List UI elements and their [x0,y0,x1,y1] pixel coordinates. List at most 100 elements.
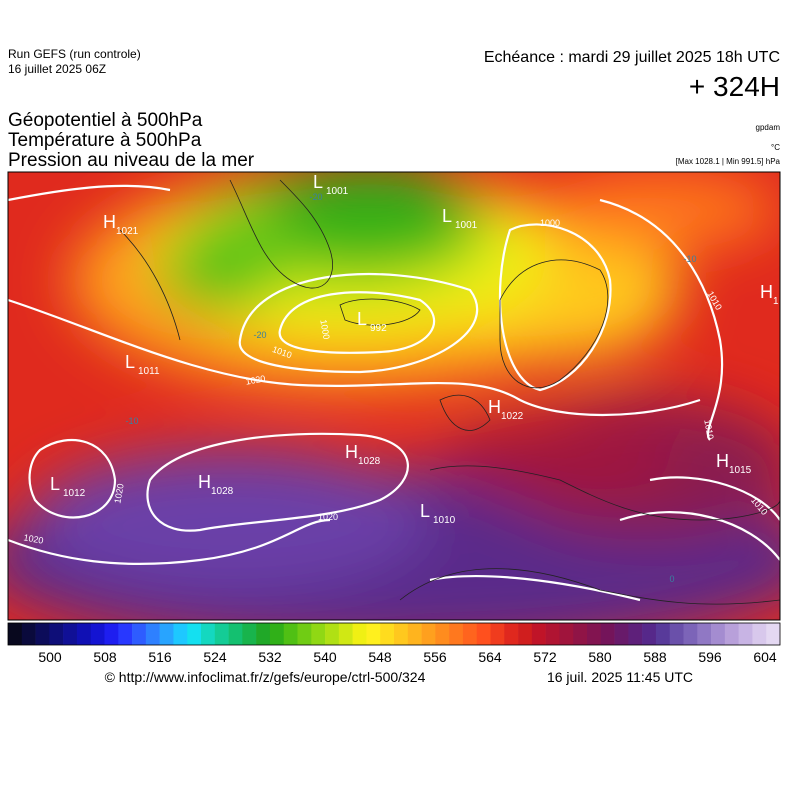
pressure-center-value: 1022 [501,411,524,422]
pressure-center-value: 1015 [729,465,752,476]
colorbar-tick-label: 540 [313,649,337,665]
colorbar-swatch [132,623,147,645]
colorbar-tick-label: 572 [533,649,557,665]
colorbar-swatch [8,623,23,645]
colorbar-swatch [531,623,546,645]
pressure-center-type: H [103,212,116,232]
pressure-center-type: H [198,472,211,492]
pressure-center-type: L [442,206,452,226]
colorbar-swatch [269,623,285,645]
isobar-label: 1020 [112,483,125,504]
layer-title: Pression au niveau de la mer [8,150,255,171]
colorbar-swatch [201,623,216,645]
colorbar-swatch [669,623,684,645]
colorbar-swatch [449,623,464,645]
layer-title: Géopotentiel à 500hPa [8,110,203,131]
run-label: Run GEFS (run controle) [8,47,141,61]
colorbar-swatch [173,623,188,645]
colorbar-swatch [421,623,436,645]
pressure-center-type: L [420,501,430,521]
colorbar-swatch [352,623,367,645]
pressure-center-value: 1021 [116,226,139,237]
colorbar-tick-label: 516 [148,649,172,665]
colorbar-swatch [655,623,671,645]
colorbar-frame [7,622,781,646]
temperature-label: -20 [309,192,322,202]
colorbar-swatch [145,623,160,645]
colorbar-tick-label: 596 [698,649,722,665]
colorbar-swatch [159,623,174,645]
pressure-center-value: 1010 [433,515,456,526]
pressure-center-value: 1 [773,296,779,307]
coastlines [119,179,780,605]
isobar-label: 1020 [23,532,44,545]
pressure-center-value: 1001 [455,220,478,231]
colorbar-swatch [587,623,602,645]
colorbar-tick-label: 524 [203,649,227,665]
colorbar-swatch [76,623,92,645]
colorbar-swatch [628,623,643,645]
source-url: © http://www.infoclimat.fr/z/gefs/europe… [105,669,426,685]
pressure-center-type: L [125,352,135,372]
isobar-label: 1010 [702,419,715,440]
temperature-label: -10 [683,254,696,264]
colorbar-tick-label: 548 [368,649,392,665]
colorbar: 500 508 516 524 532 540 548 556 564 572 580 588 596 6… [7,622,781,665]
unit-label: gpdam [756,123,781,132]
temperature-label: 0 [669,574,674,584]
colorbar-swatch [518,623,533,645]
colorbar-swatch [462,623,478,645]
colorbar-tick-label: 532 [258,649,282,665]
colorbar-swatch [90,623,105,645]
colorbar-swatch [724,623,739,645]
temperature-label: -10 [125,416,138,426]
colorbar-swatch [573,623,588,645]
lead-time: + 324H [689,71,780,102]
colorbar-tick-label: 604 [753,649,777,665]
colorbar-tick-label: 588 [643,649,667,665]
colorbar-swatch [490,623,505,645]
colorbar-swatch [63,623,78,645]
colorbar-swatch [380,623,395,645]
colorbar-tick-label: 500 [38,649,62,665]
pressure-center-type: L [313,172,323,192]
colorbar-swatch [504,623,519,645]
colorbar-swatch [394,623,409,645]
colorbar-tick-label: 564 [478,649,502,665]
colorbar-swatch [118,623,133,645]
colorbar-swatch [35,623,50,645]
pressure-center-type: L [50,474,60,494]
colorbar-swatch [476,623,491,645]
echeance: Echéance : mardi 29 juillet 2025 18h UTC [484,49,780,66]
colorbar-swatch [242,623,257,645]
colorbar-swatch [642,623,657,645]
isobar-label: 1020 [245,373,266,386]
run-date: 16 juillet 2025 06Z [8,62,106,76]
colorbar-swatch [697,623,712,645]
pressure-center-value: 1012 [63,488,86,499]
colorbar-swatch [435,623,450,645]
colorbar-swatch [407,623,422,645]
map-frame [7,171,781,621]
pressure-center-value: 1028 [211,486,234,497]
colorbar-tick-label: 580 [588,649,612,665]
colorbar-tick-label: 508 [93,649,117,665]
colorbar-swatch [21,623,36,645]
isobars [8,184,780,602]
colorbar-swatch [338,623,353,645]
colorbar-swatch [752,623,767,645]
colorbar-swatch [49,623,64,645]
colorbar-swatch [104,623,119,645]
colorbar-swatch [614,623,629,645]
colorbar-swatch [297,623,312,645]
pressure-center-type: H [345,442,358,462]
colorbar-tick-label: 556 [423,649,447,665]
pressure-center-value: 992 [370,323,387,334]
colorbar-swatch [311,623,326,645]
colorbar-swatch [325,623,340,645]
colorbar-swatch [228,623,243,645]
colorbar-swatch [256,623,271,645]
